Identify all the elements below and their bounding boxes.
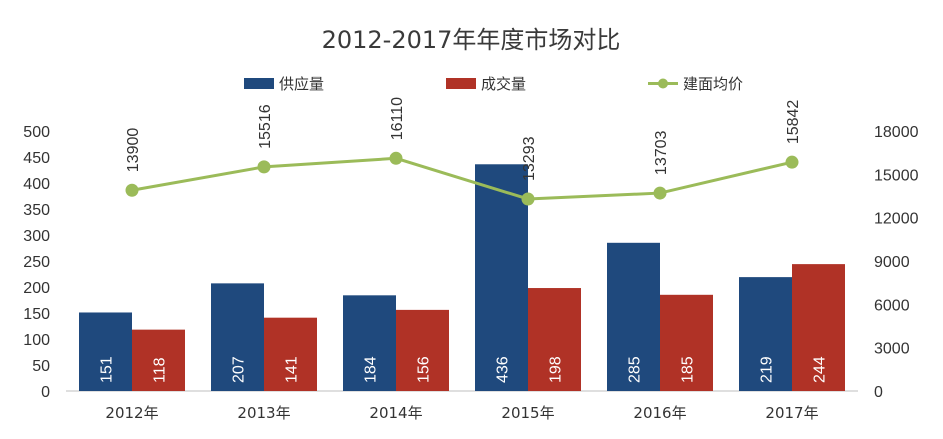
legend-item: 成交量	[446, 75, 526, 93]
y-left-tick-label: 350	[23, 202, 50, 219]
y-left-tick-label: 250	[23, 254, 50, 271]
legend-swatch	[446, 78, 476, 89]
y-right-tick-label: 9000	[874, 254, 910, 271]
y-left-tick-label: 200	[23, 280, 50, 297]
price-point	[125, 183, 139, 197]
y-left-tick-label: 150	[23, 306, 50, 323]
price-value-label: 13900	[125, 128, 142, 173]
bar-deals	[792, 264, 845, 391]
bar-supply	[739, 277, 792, 391]
bar-value-label: 156	[416, 356, 433, 383]
y-right-tick-label: 3000	[874, 341, 910, 358]
legend-label: 供应量	[279, 75, 324, 93]
y-left-tick-label: 400	[23, 176, 50, 193]
bar-value-label: 198	[548, 356, 565, 383]
y-right-tick-label: 15000	[874, 167, 919, 184]
price-point	[521, 192, 535, 206]
bar-deals	[660, 294, 713, 391]
price-point	[389, 151, 403, 165]
bar-supply	[79, 312, 132, 391]
bar-value-label: 244	[812, 356, 829, 383]
price-point	[785, 155, 799, 169]
x-category-label: 2017年	[765, 404, 818, 422]
price-value-label: 13293	[521, 136, 538, 181]
legend-swatch	[244, 78, 274, 89]
legend-item: 建面均价	[648, 75, 743, 93]
chart-axes: 0 50 100 150 200 250 300 350 400 450 500 0 3000 6000 9…	[23, 124, 918, 422]
legend-label: 成交量	[481, 75, 526, 93]
bar-value-label: 207	[231, 356, 248, 383]
y-right-tick-label: 6000	[874, 297, 910, 314]
bar-supply	[475, 164, 528, 391]
bar-deals	[396, 309, 449, 391]
price-line	[131, 156, 793, 201]
y-left-tick-label: 0	[41, 384, 50, 401]
bar-value-label: 141	[284, 356, 301, 383]
y-left-tick-label: 500	[23, 124, 50, 141]
price-value-label: 15842	[785, 100, 802, 145]
price-value-label: 16110	[389, 97, 406, 140]
bar-series-group: 151 207 184 436 285 219 118 141 156 198 185 244	[79, 164, 845, 391]
price-value-label: 15516	[257, 104, 274, 149]
legend-marker	[658, 78, 668, 89]
bar-supply	[211, 283, 264, 391]
bar-supply	[343, 295, 396, 391]
y-left-tick-label: 300	[23, 228, 50, 245]
x-category-label: 2016年	[633, 404, 686, 422]
y-right-tick-label: 18000	[874, 124, 919, 141]
y-left-tick-label: 450	[23, 150, 50, 167]
price-point	[653, 186, 667, 200]
chart-title: 2012-2017年年度市场对比	[322, 26, 621, 54]
bar-value-label: 185	[680, 356, 697, 383]
legend-item: 供应量	[244, 75, 324, 93]
chart-legend: 供应量 成交量 建面均价	[244, 75, 743, 93]
x-category-label: 2014年	[369, 404, 422, 422]
y-left-tick-label: 50	[32, 358, 50, 375]
x-category-label: 2013年	[237, 404, 290, 422]
line-series-group: 13900 15516 16110 13293 13703 15842	[125, 97, 802, 206]
bar-supply	[607, 242, 660, 391]
legend-label: 建面均价	[683, 75, 743, 93]
price-point	[257, 160, 271, 174]
x-category-label: 2015年	[501, 404, 554, 422]
y-left-tick-label: 100	[23, 332, 50, 349]
price-value-label: 13703	[653, 130, 670, 175]
bar-value-label: 118	[152, 357, 169, 383]
bar-deals	[132, 329, 185, 391]
y-right-tick-label: 12000	[874, 211, 919, 228]
bar-deals	[528, 288, 581, 391]
bar-value-label: 184	[363, 356, 380, 383]
bar-deals	[264, 317, 317, 391]
bar-value-label: 219	[759, 356, 776, 383]
bar-value-label: 285	[627, 356, 644, 383]
bar-value-label: 436	[495, 356, 512, 383]
x-category-label: 2012年	[105, 404, 158, 422]
bar-value-label: 151	[99, 356, 116, 383]
y-right-tick-label: 0	[874, 384, 883, 401]
